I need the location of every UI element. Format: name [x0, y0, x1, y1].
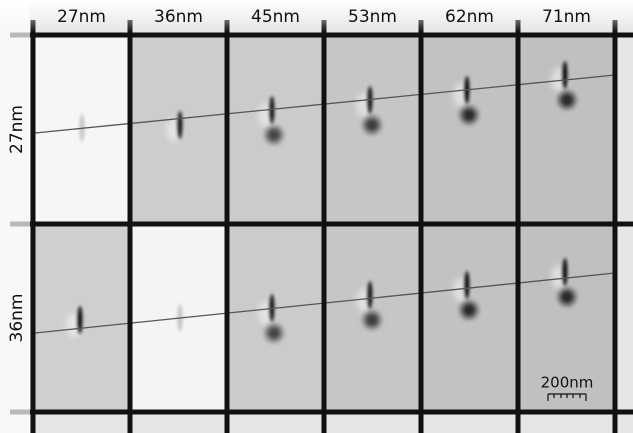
figure: 27nm 36nm 45nm 53nm 62nm 71nm 27nm 36nm 200nm: [0, 0, 633, 433]
spot-streak: [465, 271, 470, 299]
spot-streak: [78, 306, 83, 334]
image-panel: [421, 224, 518, 412]
scale-bar: 200nm: [541, 374, 594, 402]
image-panel: [227, 224, 324, 412]
spot-streak: [563, 61, 568, 89]
row-label: 36nm: [7, 294, 27, 343]
column-label: 27nm: [57, 7, 106, 27]
spot-blob: [364, 312, 380, 328]
spot-blob: [559, 289, 575, 305]
spot-blob: [266, 325, 282, 341]
spot-streak: [563, 258, 568, 286]
row-label: 27nm: [7, 105, 27, 154]
column-label: 45nm: [251, 7, 300, 27]
spot-blob: [364, 117, 380, 133]
image-panel: [421, 35, 518, 224]
spot-blob: [559, 92, 575, 108]
column-label: 53nm: [348, 7, 397, 27]
fade: [0, 0, 30, 433]
spot-blob: [266, 127, 282, 143]
spot-blob: [461, 302, 477, 318]
spot-streak: [368, 281, 373, 309]
scale-bar-label: 200nm: [541, 374, 594, 392]
column-label: 36nm: [154, 7, 203, 27]
spot-streak: [178, 111, 183, 139]
image-panel: [518, 35, 615, 224]
column-label: 71nm: [542, 7, 591, 27]
column-label: 62nm: [445, 7, 494, 27]
spot-blob: [461, 107, 477, 123]
